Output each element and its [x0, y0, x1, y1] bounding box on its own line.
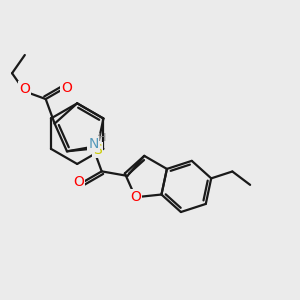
- Text: O: O: [74, 176, 84, 190]
- Text: H: H: [98, 133, 107, 143]
- Text: O: O: [20, 82, 30, 96]
- Text: O: O: [130, 190, 141, 204]
- Text: N: N: [88, 137, 99, 151]
- Text: S: S: [93, 142, 101, 157]
- Text: O: O: [61, 81, 72, 95]
